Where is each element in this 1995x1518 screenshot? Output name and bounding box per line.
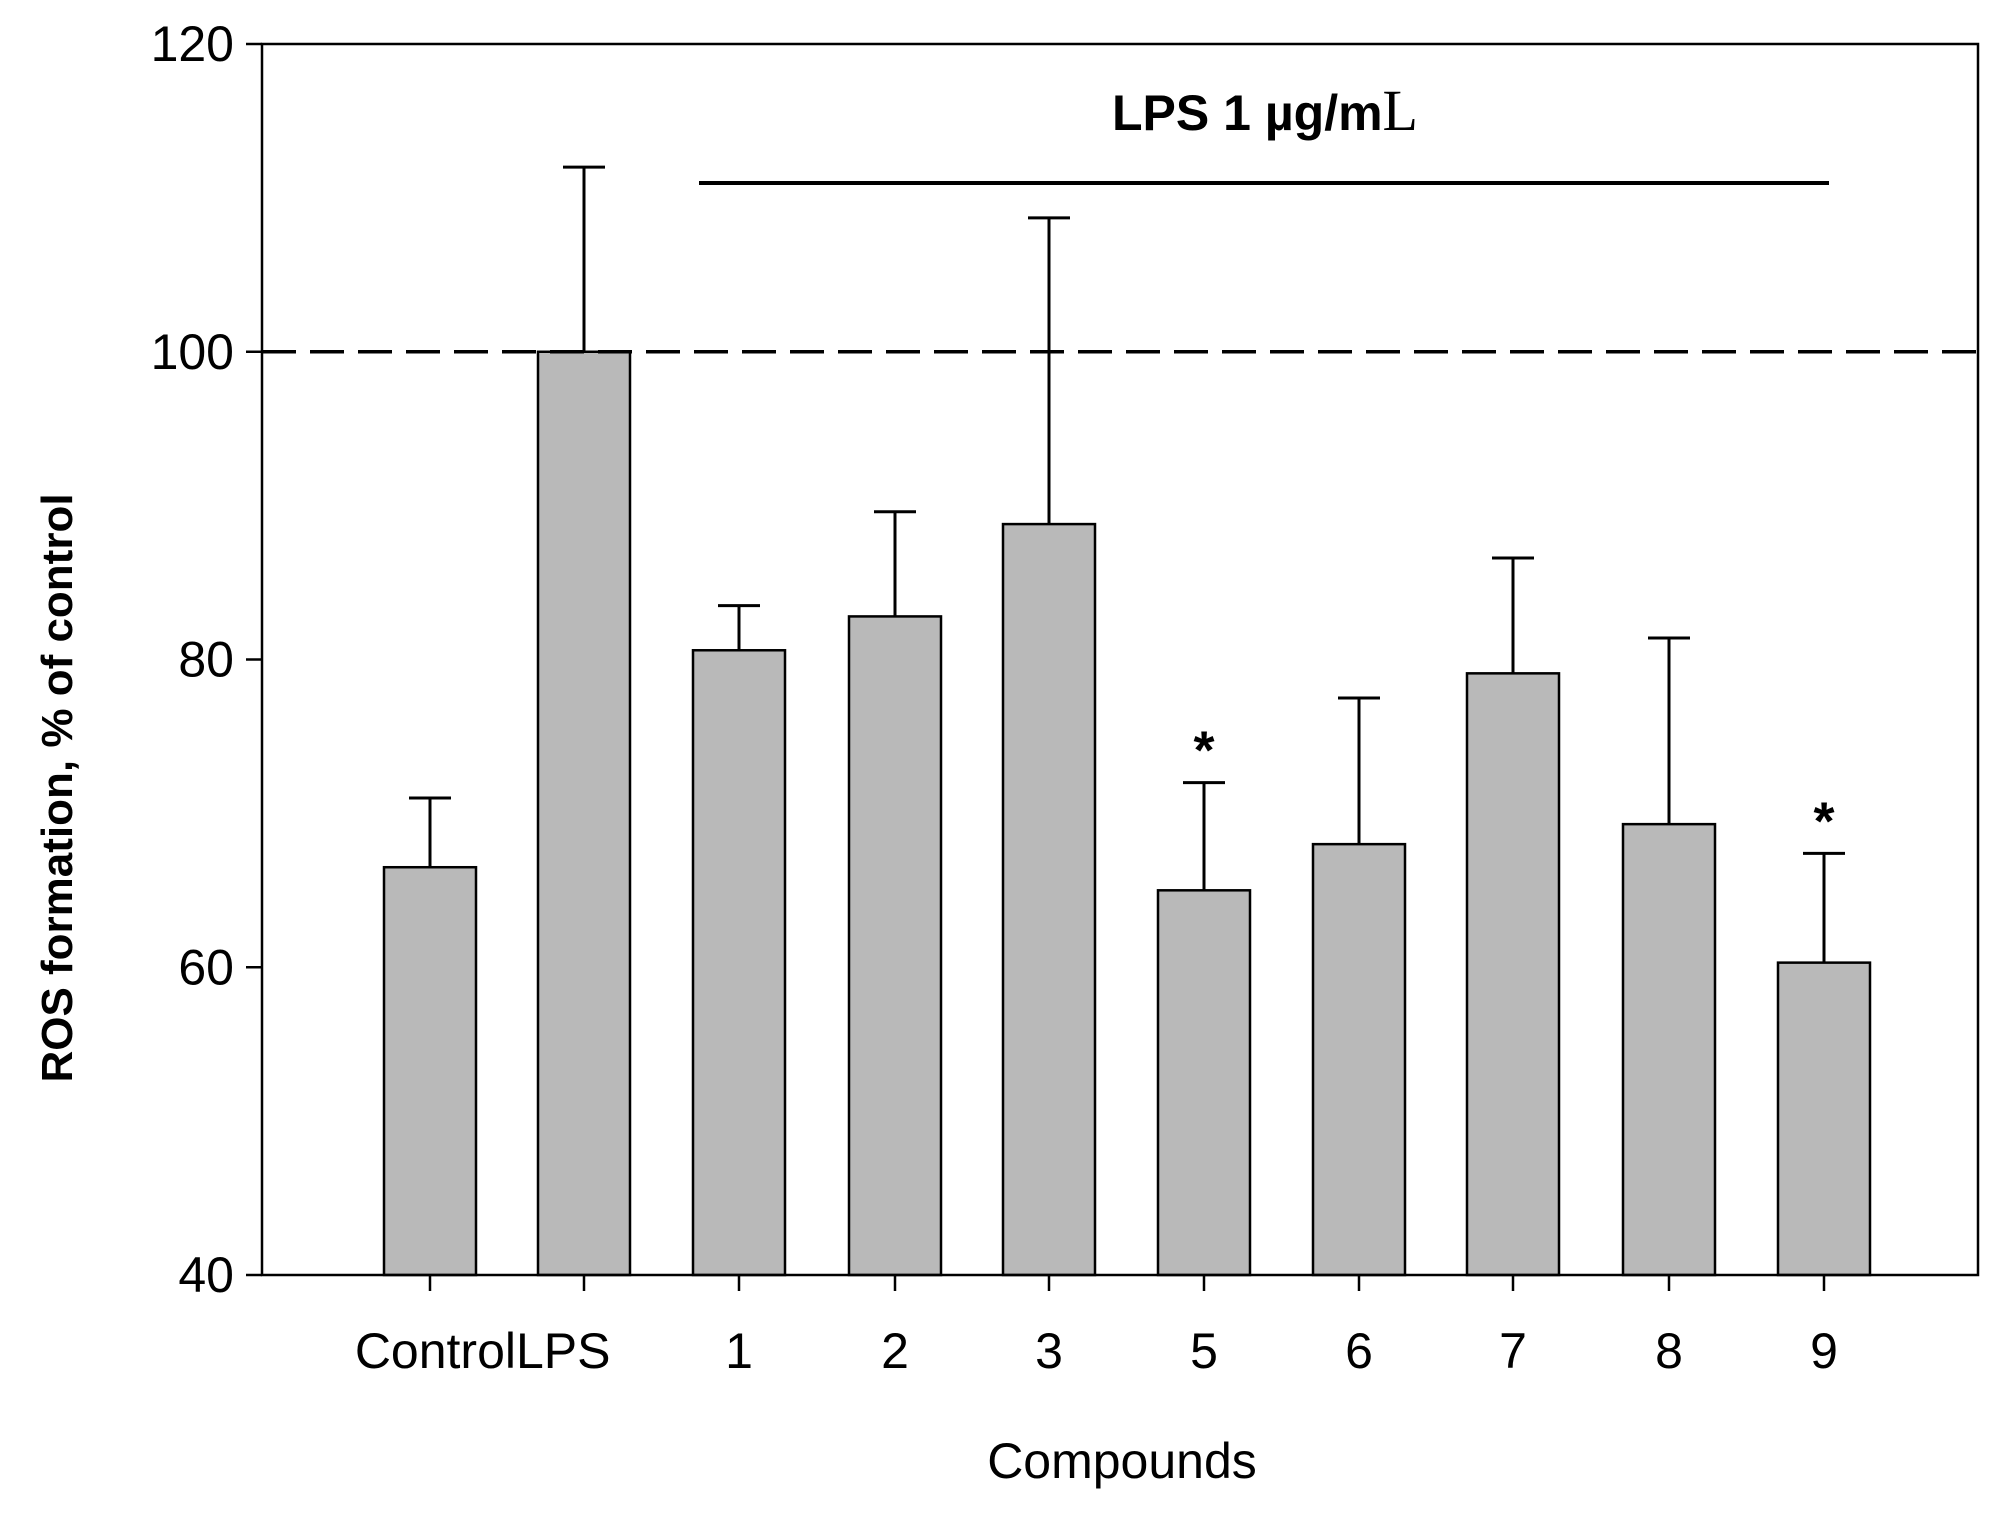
bar-7 [1465,672,1561,1277]
y-tick-label-80: 80 [178,632,234,688]
x-label-2: 2 [881,1323,909,1379]
bar-6 [1311,842,1407,1277]
significance-markers: ** [1193,721,1834,852]
bar-5 [1156,889,1252,1277]
x-label-6: 6 [1345,1323,1373,1379]
x-label-3: 3 [1035,1323,1063,1379]
plot-area-border [260,42,1980,1277]
y-tick-label-60: 60 [178,939,234,995]
significance-star-9: * [1813,791,1834,851]
bar-1 [691,649,787,1277]
bar-2 [847,615,943,1277]
x-axis-ticks: Control LPS 1 2 3 5 6 7 8 9 [355,1275,1838,1379]
x-label-1: 1 [725,1323,753,1379]
error-bars [409,165,1845,963]
y-tick-label-120: 120 [151,16,234,72]
x-label-8: 8 [1655,1323,1683,1379]
bars [382,350,1872,1277]
x-label-7: 7 [1499,1323,1527,1379]
bar-LPS [536,350,632,1277]
bar-8 [1621,822,1717,1277]
y-tick-label-100: 100 [151,324,234,380]
x-axis-title: Compounds [987,1433,1257,1489]
plot-frame [260,42,1980,1277]
bar-3 [1001,522,1097,1277]
bar-9 [1776,961,1872,1277]
x-label-Control: Control [355,1323,516,1379]
y-axis-ticks: 40 60 80 100 120 [151,16,262,1303]
y-tick-label-40: 40 [178,1247,234,1303]
bar-Control [382,865,478,1277]
x-label-9: 9 [1810,1323,1838,1379]
bracket-label: LPS 1 µg/mL [1112,78,1418,143]
significance-star-5: * [1193,721,1214,781]
x-label-5: 5 [1190,1323,1218,1379]
y-axis-title: ROS formation, % of control [33,493,82,1082]
x-label-LPS: LPS [516,1323,611,1379]
